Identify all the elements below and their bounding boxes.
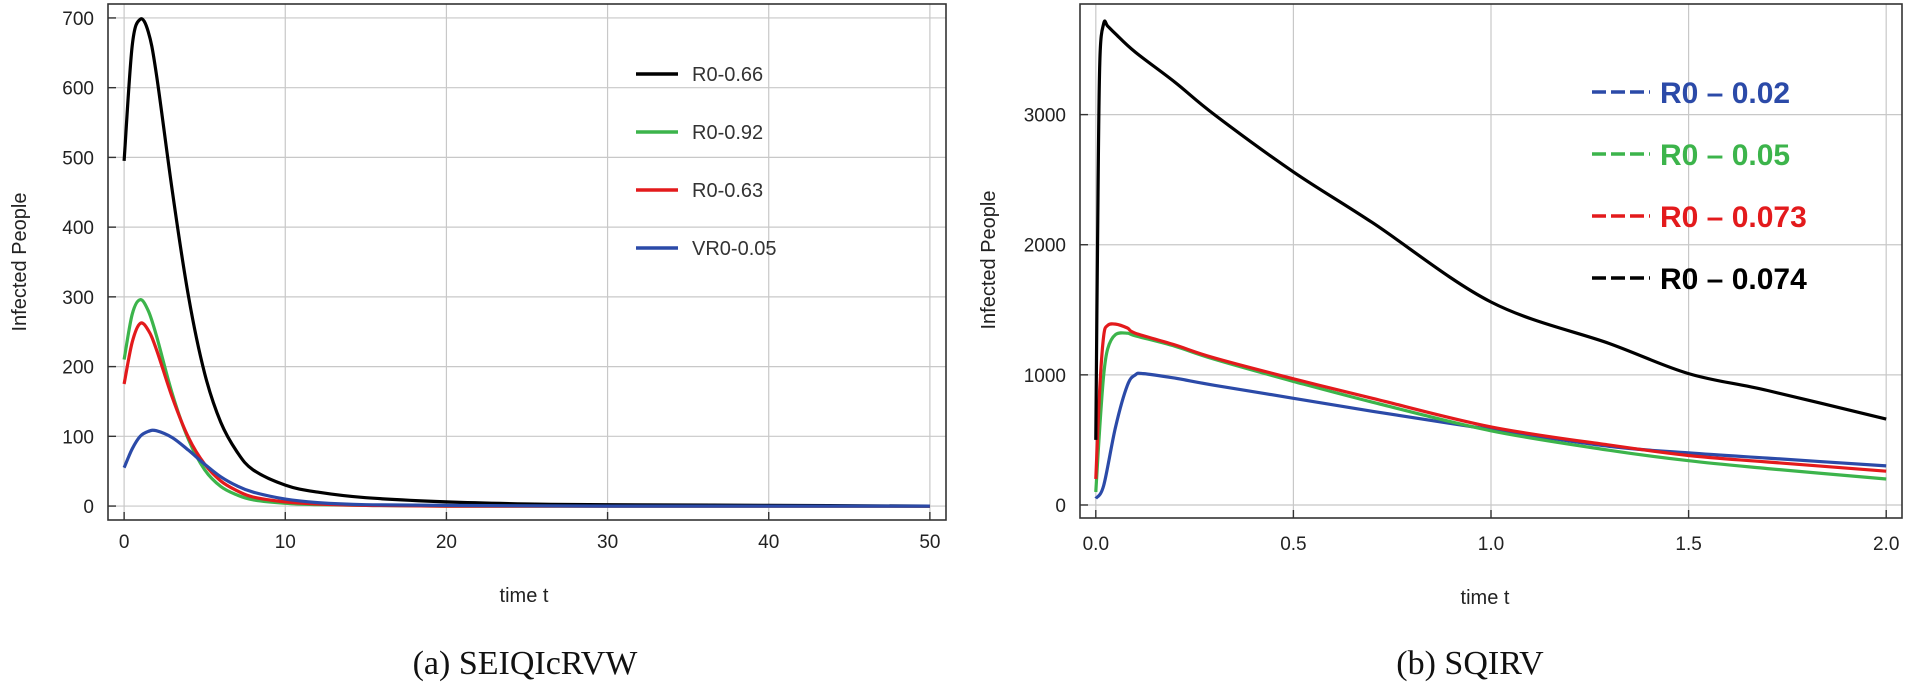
series-line-R0-0.02 (1094, 371, 1887, 500)
x-tick-label: 50 (919, 532, 940, 553)
panel-b-caption: (b) SQIRV (1396, 645, 1544, 682)
panel-a-legend: R0-0.66 R0-0.92 R0-0.63 VR0-0.05 (636, 64, 777, 260)
legend-label: R0-0.63 (692, 180, 763, 202)
panel-b-ticks: 0.0 0.5 1.0 1.5 2.0 0 1000 2000 3000 (1024, 106, 1900, 555)
legend-label: R0-0.66 (692, 64, 763, 86)
x-tick-label: 40 (758, 532, 779, 553)
y-tick-label: 1000 (1024, 366, 1066, 387)
y-tick-label: 300 (62, 288, 94, 309)
y-tick-label: 0 (1055, 496, 1066, 517)
y-tick-label: 200 (62, 358, 94, 379)
legend-label: R0 – 0.074 (1660, 263, 1807, 296)
y-tick-label: 2000 (1024, 236, 1066, 257)
x-tick-label: 0 (119, 532, 130, 553)
y-tick-label: 0 (83, 497, 94, 518)
series-line-R0-0.073 (1094, 322, 1887, 480)
series-line-R0-0.074 (1094, 19, 1887, 440)
x-tick-label: 1.0 (1478, 534, 1504, 555)
x-tick-label: 1.5 (1675, 534, 1701, 555)
x-tick-label: 0.0 (1083, 534, 1109, 555)
x-tick-label: 0.5 (1280, 534, 1306, 555)
panel-b-legend: R0 – 0.02 R0 – 0.05 R0 – 0.073 R0 – 0.074 (1592, 77, 1807, 296)
panel-b-sqirv: 0.0 0.5 1.0 1.5 2.0 0 1000 2000 3000 time t Infe… (978, 3, 1903, 682)
y-tick-label: 500 (62, 148, 94, 169)
x-tick-label: 30 (597, 532, 618, 553)
legend-label: R0 – 0.05 (1660, 139, 1790, 172)
panel-a-plot-area (108, 4, 946, 520)
panel-a-gridlines (108, 4, 946, 520)
x-tick-label: 10 (275, 532, 296, 553)
legend-label: R0 – 0.073 (1660, 201, 1807, 234)
panel-a-x-axis-label: time t (500, 585, 549, 607)
panel-a-caption: (a) SEIQIcRVW (413, 645, 639, 682)
y-tick-label: 3000 (1024, 106, 1066, 127)
legend-label: R0 – 0.02 (1660, 77, 1790, 110)
legend-label: R0-0.92 (692, 122, 763, 144)
y-tick-label: 100 (62, 427, 94, 448)
panel-b-x-axis-label: time t (1461, 587, 1510, 609)
panel-a-y-axis-label: Infected People (9, 193, 31, 332)
panel-b-y-axis-label: Infected People (978, 191, 1000, 330)
series-line-VR0-0.05 (122, 428, 930, 508)
y-tick-label: 600 (62, 79, 94, 100)
y-tick-label: 700 (62, 9, 94, 30)
legend-label: VR0-0.05 (692, 238, 777, 260)
y-tick-label: 400 (62, 218, 94, 239)
x-tick-label: 2.0 (1873, 534, 1899, 555)
panel-a-frame (107, 3, 947, 521)
x-tick-label: 20 (436, 532, 457, 553)
panel-a-series (122, 17, 930, 508)
panel-b-series (1094, 19, 1887, 500)
